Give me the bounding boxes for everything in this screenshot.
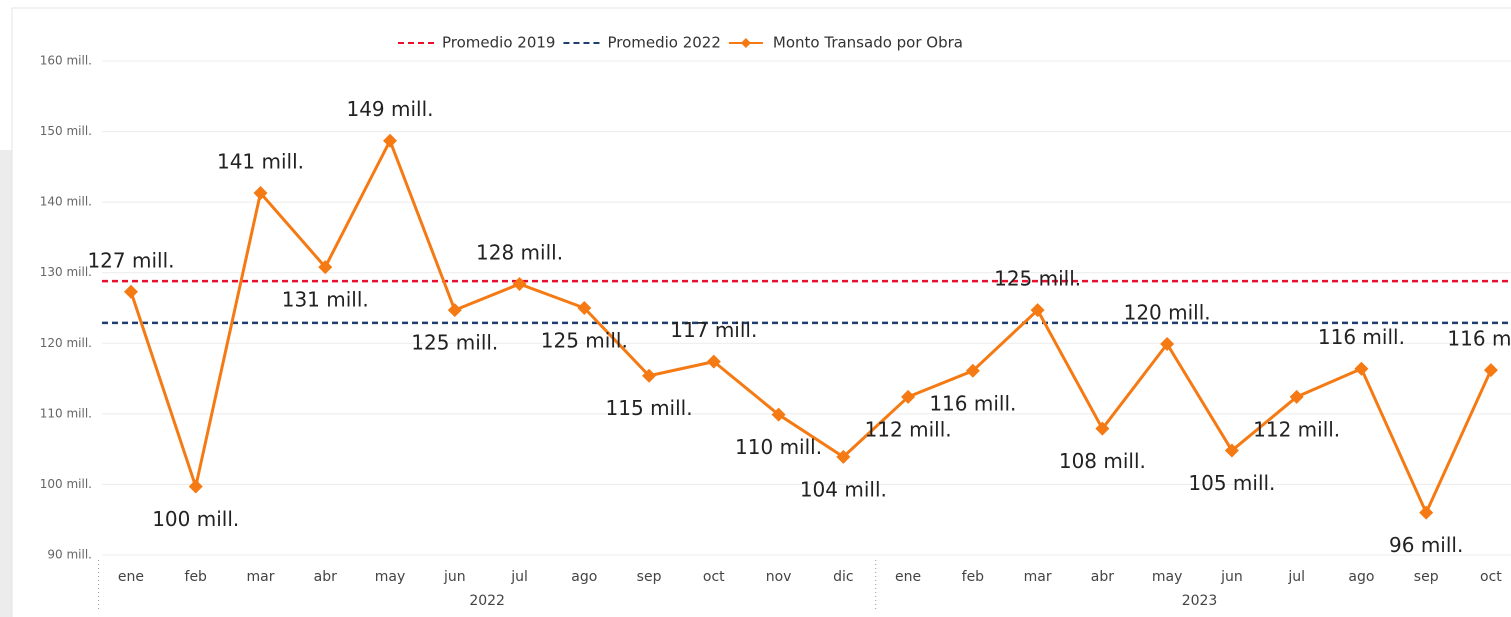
x-tick-label: mar: [247, 569, 275, 585]
data-point: [1224, 443, 1239, 458]
data-point: [318, 260, 333, 275]
x-tick-label: oct: [703, 569, 725, 585]
x-tick-label: abr: [1091, 569, 1114, 585]
data-point: [642, 368, 657, 383]
data-point: [706, 354, 721, 369]
data-label: 149 mill.: [346, 97, 433, 121]
legend-marker: [740, 38, 751, 48]
x-tick-label: dic: [833, 569, 853, 585]
legend-label: Promedio 2022: [607, 34, 720, 52]
y-tick-label: 160 mill.: [40, 54, 92, 68]
x-group-label: 2022: [469, 593, 505, 609]
data-label: 128 mill.: [476, 241, 563, 265]
data-label: 125 mill.: [541, 329, 628, 353]
side-panel: [0, 150, 12, 617]
data-label: 100 mill.: [152, 507, 239, 531]
y-tick-label: 90 mill.: [47, 548, 92, 562]
data-point: [577, 301, 592, 315]
data-point: [188, 479, 203, 494]
data-point: [512, 277, 527, 292]
x-tick-label: ene: [118, 569, 144, 585]
data-label: 131 mill.: [282, 288, 369, 312]
data-label: 125 mill.: [411, 331, 498, 355]
x-tick-label: nov: [766, 569, 792, 585]
data-label: 110 mill.: [735, 435, 822, 459]
data-point: [1030, 303, 1045, 318]
x-tick-label: feb: [185, 569, 208, 585]
data-point: [1354, 361, 1369, 376]
data-label: 116 mill.: [929, 391, 1016, 415]
data-point: [1160, 336, 1175, 351]
x-tick-label: abr: [314, 569, 337, 585]
data-label: 112 mill.: [1253, 417, 1340, 441]
x-tick-label: may: [375, 569, 406, 585]
data-label: 104 mill.: [800, 477, 887, 501]
x-tick-label: jun: [443, 569, 466, 585]
data-point: [1419, 505, 1434, 520]
visual-frame: [12, 8, 1511, 617]
data-point: [1095, 421, 1110, 436]
data-point: [901, 389, 916, 404]
x-tick-label: sep: [637, 569, 662, 585]
data-label: 116 mill.: [1447, 327, 1511, 351]
x-tick-label: may: [1152, 569, 1183, 585]
data-label: 125 mill.: [994, 267, 1081, 291]
data-point: [1483, 363, 1498, 378]
y-tick-label: 120 mill.: [40, 336, 92, 350]
data-label: 117 mill.: [670, 318, 757, 342]
data-label: 108 mill.: [1059, 449, 1146, 473]
y-tick-label: 100 mill.: [40, 477, 92, 491]
data-point: [836, 449, 851, 464]
x-tick-label: sep: [1414, 569, 1439, 585]
y-tick-label: 150 mill.: [40, 124, 92, 138]
data-point: [1289, 389, 1304, 404]
y-tick-label: 110 mill.: [40, 406, 92, 420]
x-tick-label: oct: [1480, 569, 1502, 585]
data-label: 141 mill.: [217, 149, 304, 173]
data-line: [129, 139, 1493, 515]
x-tick-label: jul: [510, 569, 528, 585]
data-label: 96 mill.: [1389, 533, 1463, 557]
x-tick-label: ago: [571, 569, 597, 585]
x-tick-label: ene: [895, 569, 921, 585]
x-tick-label: jul: [1287, 569, 1305, 585]
data-label: 127 mill.: [87, 248, 174, 272]
data-label: 112 mill.: [865, 417, 952, 441]
y-tick-label: 140 mill.: [40, 195, 92, 209]
x-tick-label: ago: [1348, 569, 1374, 585]
data-label: 116 mill.: [1318, 325, 1405, 349]
x-tick-label: feb: [962, 569, 985, 585]
legend-label: Monto Transado por Obra: [773, 34, 963, 52]
x-tick-label: jun: [1220, 569, 1243, 585]
data-point: [253, 185, 268, 200]
data-label: 120 mill.: [1124, 300, 1211, 324]
x-tick-label: mar: [1024, 569, 1052, 585]
data-point: [383, 133, 398, 148]
data-label: 105 mill.: [1188, 471, 1275, 495]
data-point: [965, 363, 980, 378]
x-group-label: 2023: [1182, 593, 1218, 609]
legend-label: Promedio 2019: [442, 34, 555, 52]
data-label: 115 mill.: [606, 396, 693, 420]
y-tick-label: 130 mill.: [40, 265, 92, 279]
data-point: [123, 284, 138, 299]
data-point: [447, 303, 462, 318]
data-point: [771, 407, 786, 422]
